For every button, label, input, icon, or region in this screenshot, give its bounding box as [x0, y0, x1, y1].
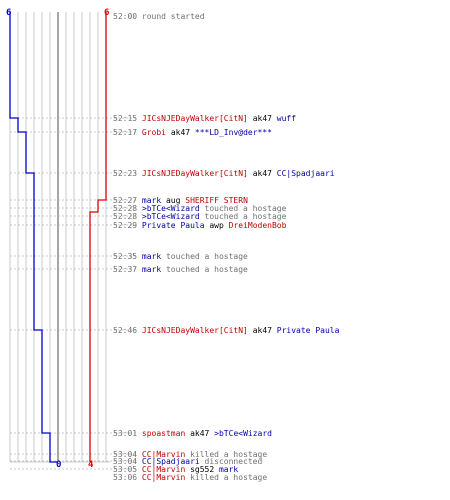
- event-text: ak47: [166, 128, 195, 137]
- red-team-end-count: 4: [88, 460, 94, 470]
- event-time: 52:23: [113, 169, 142, 178]
- event-text: CC|Marvin: [141, 465, 186, 474]
- event-text: JICsNJEDayWalker[CitN]: [141, 169, 248, 178]
- event-text: killed a hostage: [185, 473, 268, 482]
- event-text: SHERIFF STERN: [185, 196, 248, 205]
- event-text: touched a hostage: [199, 204, 287, 213]
- blue-team-end-count: 0: [56, 460, 62, 470]
- event-row: 52:17 Grobi ak47 ***LD_Inv@der***: [113, 128, 272, 137]
- red-team-start-count: 6: [104, 8, 110, 18]
- event-text: DreiModenBob: [228, 221, 287, 230]
- event-text: killed a hostage: [185, 450, 268, 459]
- event-text: aug: [161, 196, 186, 205]
- event-row: 52:28 >bTCe<Wizard touched a hostage: [113, 212, 286, 221]
- event-time: 53:05: [113, 465, 142, 474]
- event-text: touched a hostage: [161, 265, 248, 274]
- event-row: 53:04 CC|Spadjaari disconnected: [113, 457, 262, 466]
- event-text: wuff: [276, 114, 297, 123]
- event-text: round started: [141, 12, 205, 21]
- event-time: 52:37: [113, 265, 142, 274]
- event-text: CC|Marvin: [141, 473, 186, 482]
- event-text: CC|Spadjaari: [276, 169, 335, 178]
- event-text: touched a hostage: [161, 252, 248, 261]
- red-team-step-line: [89, 12, 107, 462]
- event-time: 53:06: [113, 473, 142, 482]
- event-row: 52:28 >bTCe<Wizard touched a hostage: [113, 204, 286, 213]
- event-text: CC|Marvin: [141, 450, 186, 459]
- event-time: 53:01: [113, 429, 142, 438]
- event-text: ak47: [247, 169, 277, 178]
- event-text: mark: [141, 265, 162, 274]
- event-row: 52:35 mark touched a hostage: [113, 252, 248, 261]
- event-row: 52:00 round started: [113, 12, 205, 21]
- event-text: disconnected: [199, 457, 263, 466]
- event-text: ak47: [185, 429, 215, 438]
- event-time: 52:28: [113, 212, 142, 221]
- blue-team-step-line: [9, 12, 58, 463]
- event-text: Grobi: [141, 128, 166, 137]
- event-time: 52:17: [113, 128, 142, 137]
- event-text: >bTCe<Wizard: [214, 429, 272, 438]
- event-text: mark: [141, 252, 162, 261]
- event-row: 52:23 JICsNJEDayWalker[CitN] ak47 CC|Spa…: [113, 169, 335, 178]
- event-row: 53:05 CC|Marvin sg552 mark: [113, 465, 238, 474]
- event-time: 52:29: [113, 221, 142, 230]
- event-time: 53:04: [113, 450, 142, 459]
- event-time: 52:46: [113, 326, 142, 335]
- event-text: ak47: [247, 114, 277, 123]
- event-text: Private Paula: [141, 221, 205, 230]
- event-text: awp: [204, 221, 229, 230]
- blue-team-start-count: 6: [6, 8, 12, 18]
- event-row: 53:06 CC|Marvin killed a hostage: [113, 473, 267, 482]
- event-row: 52:27 mark aug SHERIFF STERN: [113, 196, 248, 205]
- event-text: JICsNJEDayWalker[CitN]: [141, 326, 248, 335]
- event-text: >bTCe<Wizard: [141, 204, 200, 213]
- event-time: 53:04: [113, 457, 142, 466]
- event-time: 52:28: [113, 204, 142, 213]
- event-text: >bTCe<Wizard: [141, 212, 200, 221]
- event-row: 52:15 JICsNJEDayWalker[CitN] ak47 wuff: [113, 114, 296, 123]
- event-row: 52:46 JICsNJEDayWalker[CitN] ak47 Privat…: [113, 326, 339, 335]
- event-row: 53:01 spoastman ak47 >bTCe<Wizard: [113, 429, 272, 438]
- event-text: Private Paula: [276, 326, 340, 335]
- event-text: mark: [218, 465, 239, 474]
- event-text: sg552: [185, 465, 219, 474]
- event-time: 52:00: [113, 12, 142, 21]
- event-text: ak47: [247, 326, 277, 335]
- event-text: ***LD_Inv@der***: [194, 128, 272, 137]
- event-text: touched a hostage: [199, 212, 287, 221]
- event-row: 53:04 CC|Marvin killed a hostage: [113, 450, 267, 459]
- event-row: 52:29 Private Paula awp DreiModenBob: [113, 221, 286, 230]
- event-text: CC|Spadjaari: [141, 457, 200, 466]
- event-time: 52:15: [113, 114, 142, 123]
- event-time: 52:35: [113, 252, 142, 261]
- event-row: 52:37 mark touched a hostage: [113, 265, 248, 274]
- event-text: JICsNJEDayWalker[CitN]: [141, 114, 248, 123]
- event-text: mark: [141, 196, 162, 205]
- event-time: 52:27: [113, 196, 142, 205]
- event-text: spoastman: [141, 429, 186, 438]
